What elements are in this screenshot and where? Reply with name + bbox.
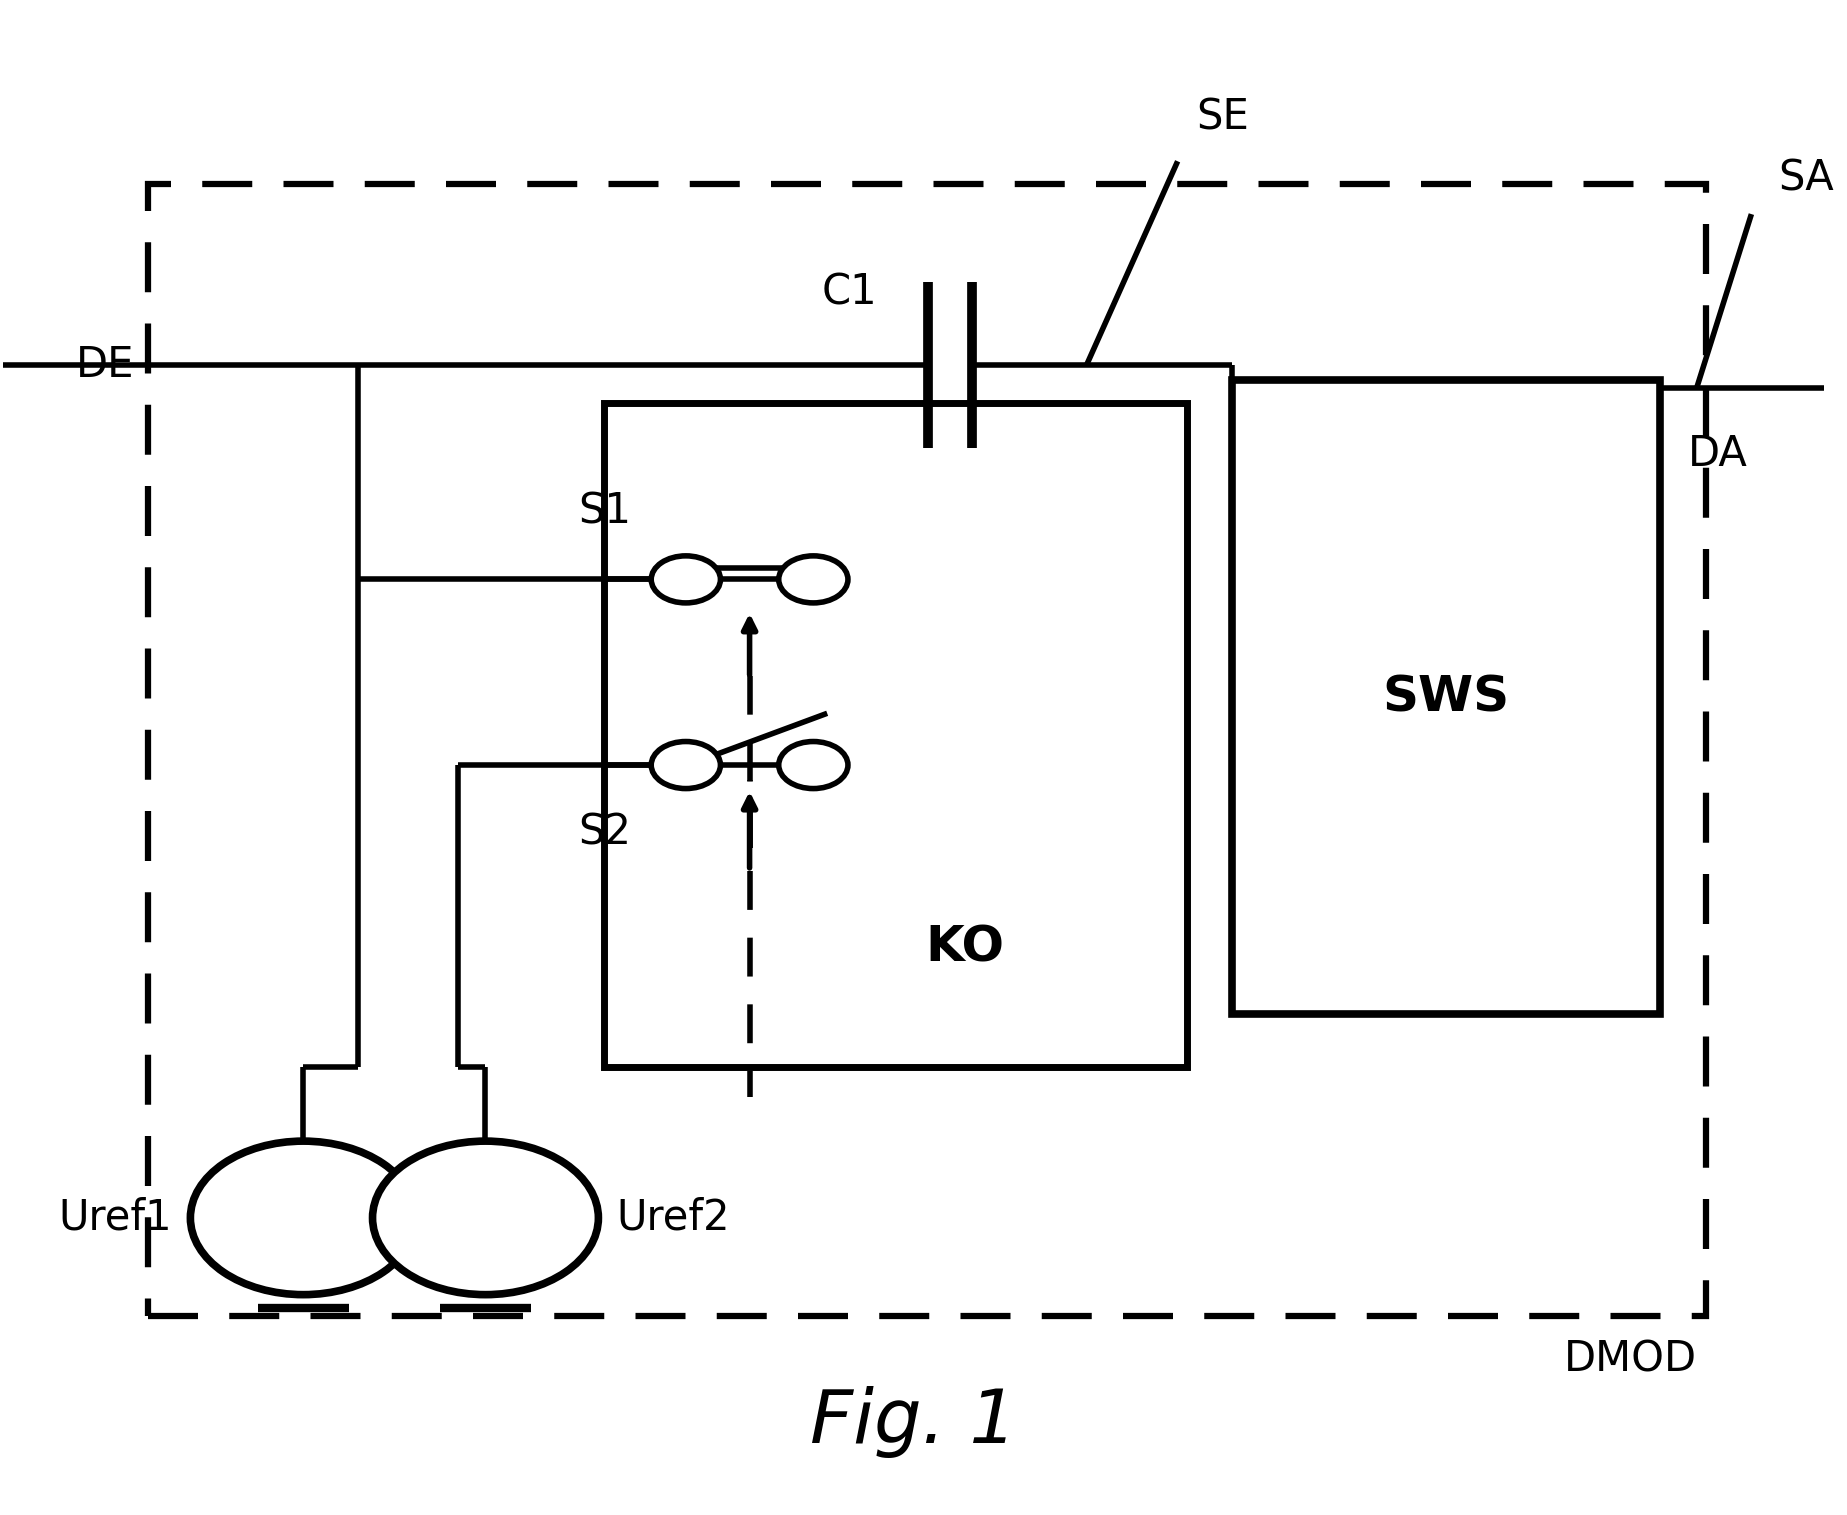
Text: Uref1: Uref1 — [59, 1197, 172, 1239]
Text: Uref2: Uref2 — [617, 1197, 730, 1239]
Ellipse shape — [652, 556, 720, 603]
Text: S1: S1 — [578, 491, 632, 532]
Ellipse shape — [779, 556, 848, 603]
Text: SE: SE — [1195, 97, 1249, 139]
Text: DE: DE — [76, 344, 135, 386]
Ellipse shape — [373, 1141, 598, 1295]
Text: DMOD: DMOD — [1564, 1339, 1697, 1380]
Ellipse shape — [652, 741, 720, 789]
Text: SA: SA — [1779, 158, 1834, 198]
Text: KO: KO — [925, 923, 1005, 971]
Text: Fig. 1: Fig. 1 — [811, 1386, 1018, 1457]
Ellipse shape — [779, 741, 848, 789]
Text: DA: DA — [1688, 433, 1747, 476]
Text: C1: C1 — [822, 271, 877, 314]
Text: S2: S2 — [578, 812, 632, 854]
Text: SWS: SWS — [1383, 673, 1509, 721]
Ellipse shape — [190, 1141, 416, 1295]
